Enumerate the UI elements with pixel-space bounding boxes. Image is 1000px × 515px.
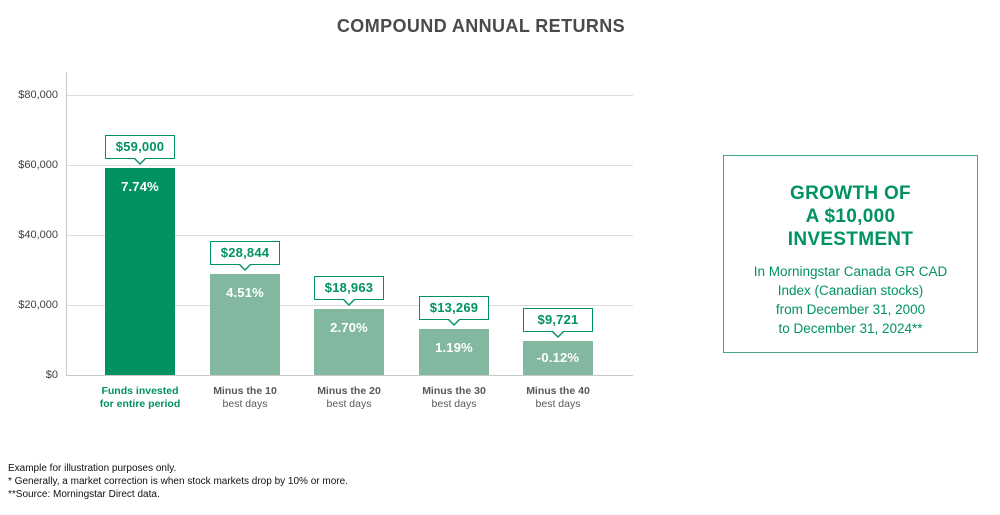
- footnotes: Example for illustration purposes only. …: [8, 462, 348, 501]
- category-label-minus-20: Minus the 20 best days: [317, 385, 381, 410]
- category-label-entire-period: Funds invested for entire period: [99, 385, 181, 410]
- info-box-heading: GROWTH OF A $10,000 INVESTMENT: [787, 183, 914, 250]
- bar-entire-period: 7.74%: [105, 168, 175, 375]
- bar-minus-10: 4.51%: [210, 274, 280, 375]
- bar-value-callout: $18,963: [314, 276, 384, 306]
- bar-return-label: 1.19%: [435, 340, 473, 355]
- info-box-body: In Morningstar Canada GR CAD Index (Cana…: [753, 264, 948, 336]
- bar-group-minus-20: $18,963 2.70% Minus the 20 best days: [314, 0, 384, 410]
- bar-chart: $80,000 $60,000 $40,000 $20,000 $0 $59,0…: [18, 0, 633, 410]
- y-tick-80000: $80,000: [18, 89, 58, 101]
- gridline-60000: [66, 165, 633, 166]
- bar-return-label: 2.70%: [330, 320, 368, 335]
- category-label-minus-10: Minus the 10 best days: [213, 385, 277, 410]
- footnote-line: * Generally, a market correction is when…: [8, 476, 348, 487]
- bar-minus-30: 1.19%: [419, 329, 489, 375]
- category-label-minus-30: Minus the 30 best days: [422, 385, 486, 410]
- page-title: COMPOUND ANNUAL RETURNS: [336, 16, 626, 36]
- y-axis-line: [66, 72, 67, 376]
- y-tick-20000: $20,000: [18, 299, 58, 311]
- growth-info-box: GROWTH OF A $10,000 INVESTMENT In Mornin…: [723, 155, 978, 353]
- bar-value-callout: $9,721: [523, 308, 593, 338]
- bar-value-callout: $59,000: [105, 135, 175, 165]
- bar-minus-20: 2.70%: [314, 309, 384, 375]
- bar-group-minus-10: $28,844 4.51% Minus the 10 best days: [210, 0, 280, 410]
- bar-group-minus-30: $13,269 1.19% Minus the 30 best days: [419, 0, 489, 410]
- bar-value-callout: $13,269: [419, 296, 489, 326]
- bar-return-label: -0.12%: [536, 350, 580, 365]
- gridline-40000: [66, 235, 633, 236]
- category-label-minus-40: Minus the 40 best days: [526, 385, 590, 410]
- y-tick-40000: $40,000: [18, 229, 58, 241]
- bar-minus-40: -0.12%: [523, 341, 593, 375]
- x-axis-baseline: [66, 375, 633, 376]
- footnote-line: Example for illustration purposes only.: [8, 463, 177, 474]
- bar-value-callout: $28,844: [210, 241, 280, 271]
- bar-return-label: 7.74%: [121, 179, 159, 194]
- y-tick-60000: $60,000: [18, 159, 58, 171]
- gridline-80000: [66, 95, 633, 96]
- bar-return-label: 4.51%: [226, 285, 264, 300]
- bar-group-minus-40: $9,721 -0.12% Minus the 40 best days: [523, 0, 593, 410]
- y-tick-0: $0: [45, 369, 58, 381]
- footnote-line: **Source: Morningstar Direct data.: [8, 489, 160, 500]
- bar-group-entire-period: $59,000 7.74% Funds invested for entire …: [100, 0, 180, 410]
